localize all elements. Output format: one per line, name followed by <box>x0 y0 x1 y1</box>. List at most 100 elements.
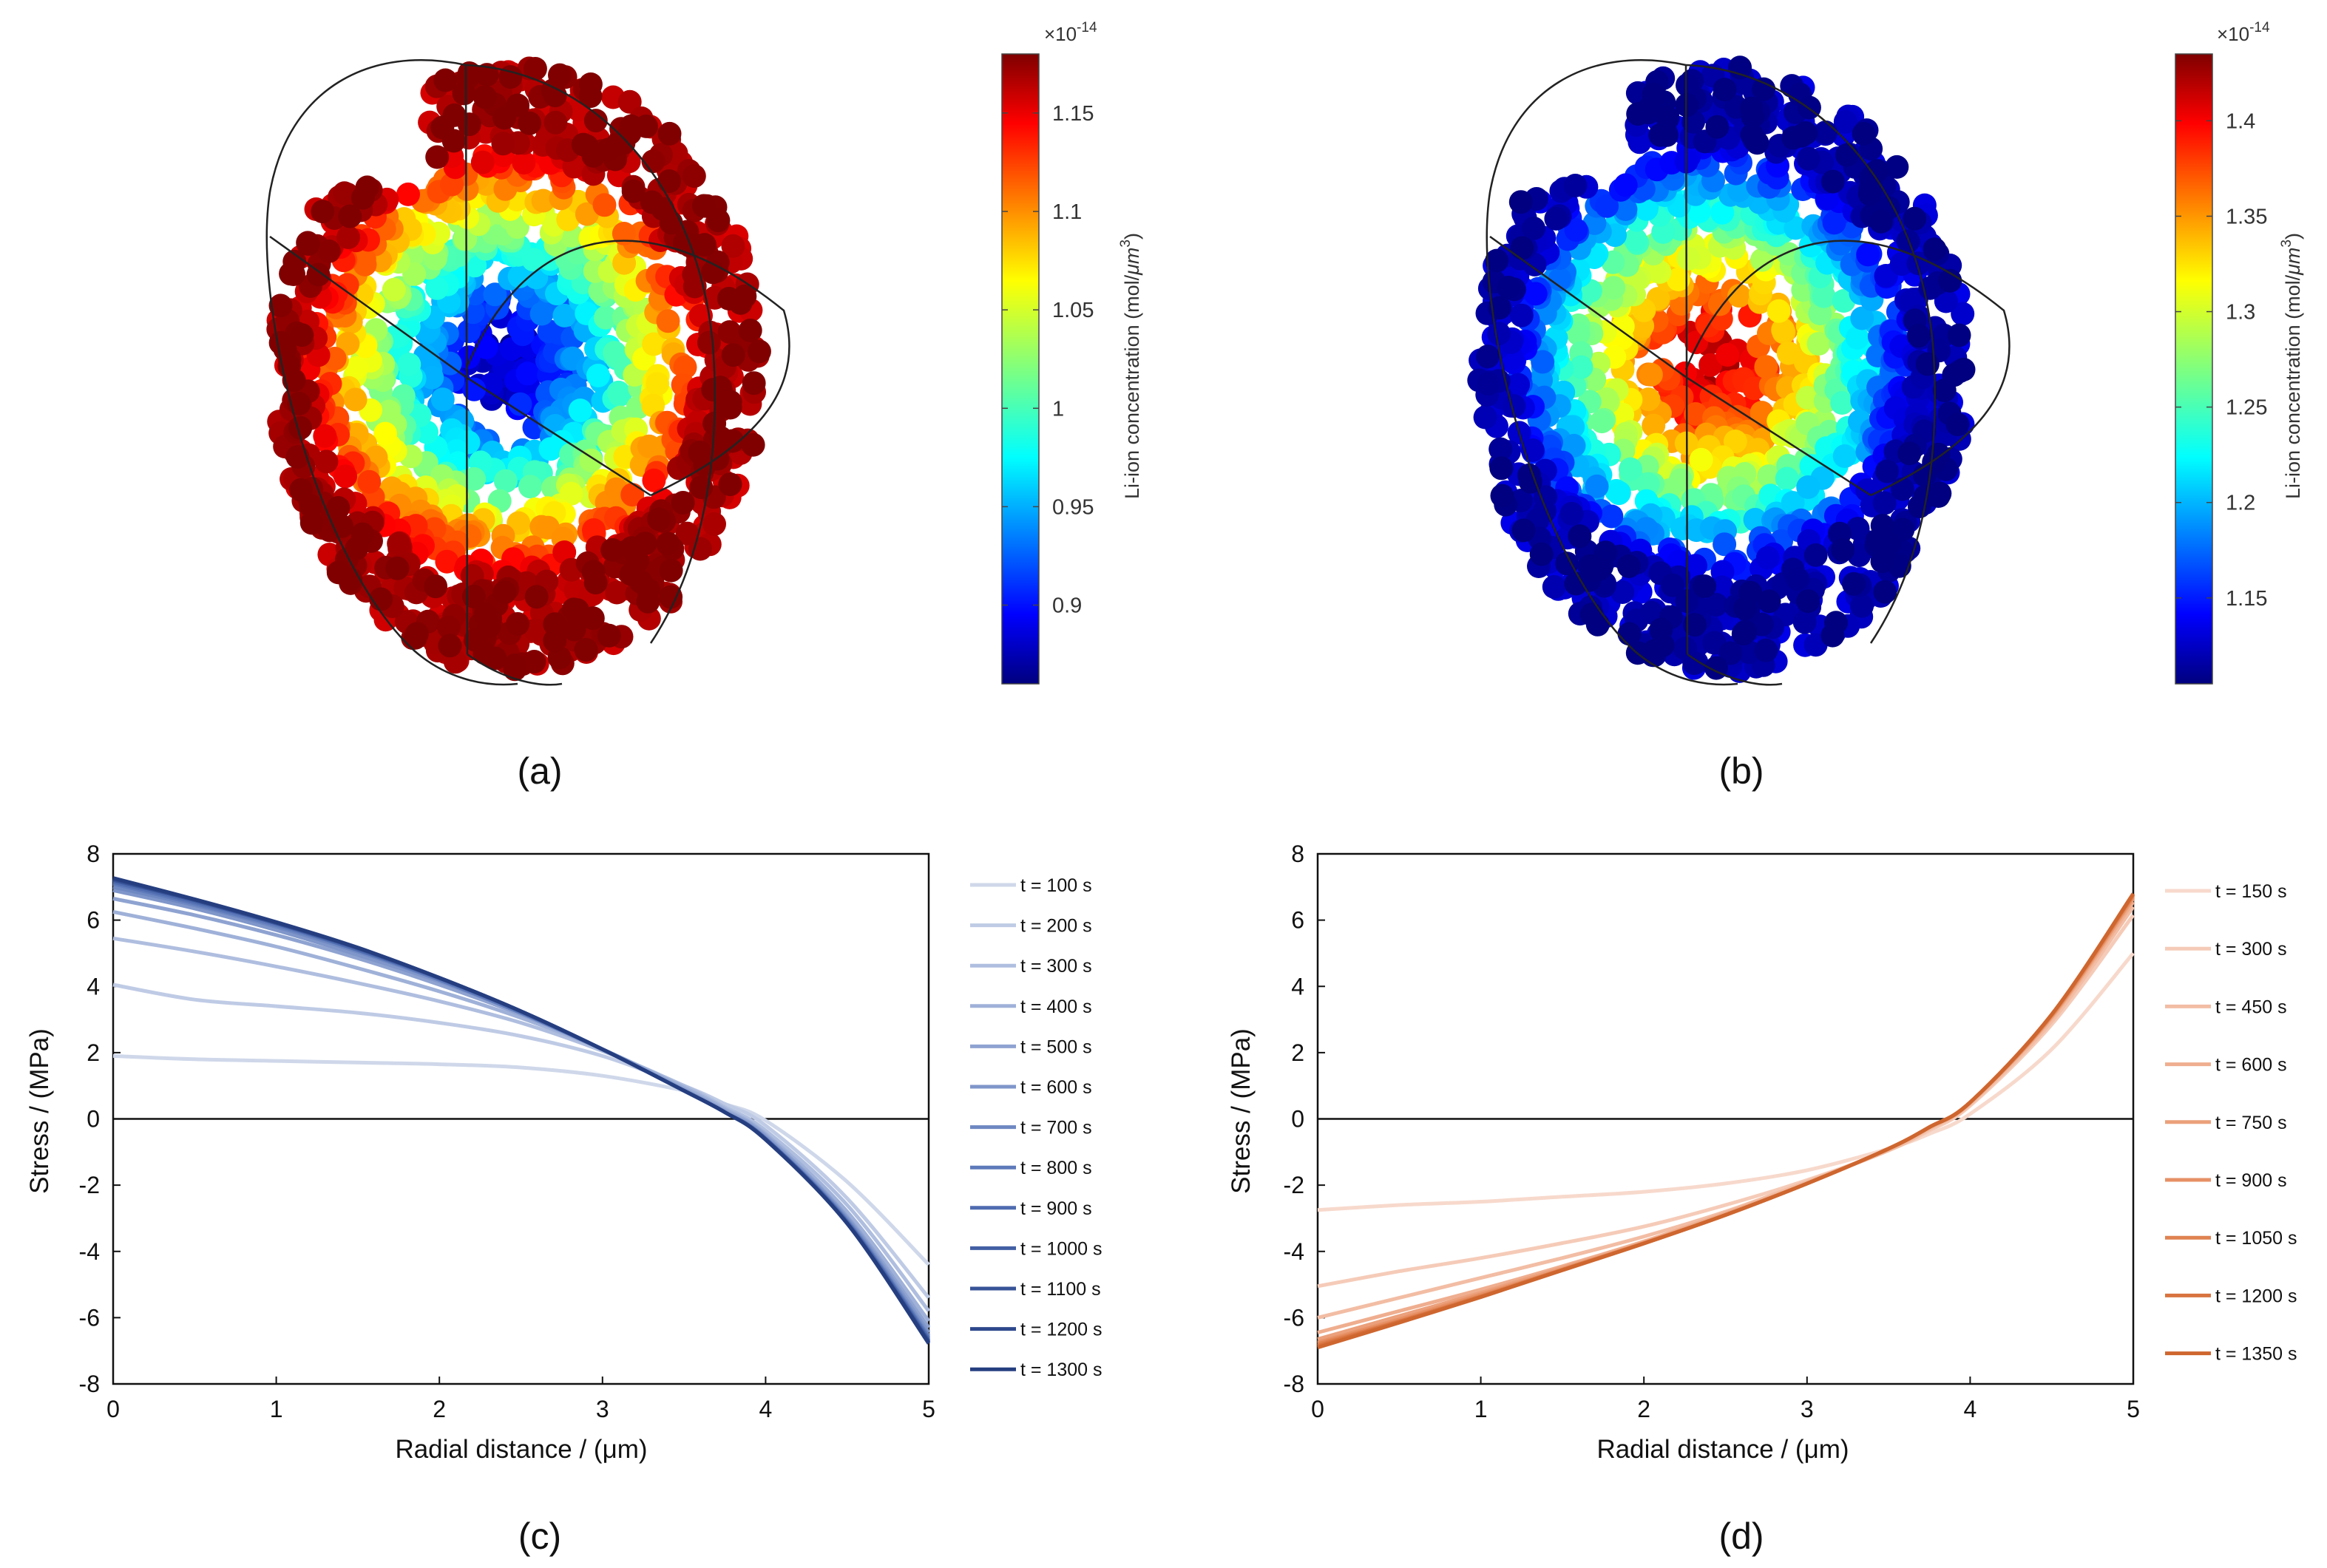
particle <box>1795 386 1820 410</box>
legend-label: t = 300 s <box>1020 956 1092 977</box>
series-line <box>112 881 931 1339</box>
particle <box>518 475 542 499</box>
particle <box>1757 464 1781 489</box>
x-tick-label: 5 <box>2127 1396 2140 1422</box>
particle <box>706 208 731 233</box>
particle-cloud-b <box>1467 55 1976 683</box>
panel-d-line-chart: 0 1 2 3 4 5 8 6 4 2 0 -2 -4 -6 -8 t = 150 s t = 300 s t =… <box>1227 841 2297 1557</box>
x-axis-label-d: Radial distance / (μm) <box>1596 1435 1849 1464</box>
legend-label: t = 700 s <box>1020 1118 1092 1138</box>
x-tick-label: 5 <box>922 1396 935 1422</box>
particle <box>1676 246 1701 271</box>
particle <box>1945 413 1970 437</box>
particle <box>682 262 706 287</box>
particle <box>543 110 568 135</box>
legend-label: t = 1200 s <box>1020 1320 1102 1340</box>
y-tick-label: 0 <box>1291 1106 1304 1133</box>
particle <box>475 63 499 87</box>
particle <box>1683 613 1707 637</box>
particle <box>313 424 337 448</box>
y-tick-label: -4 <box>79 1238 100 1265</box>
particle <box>1648 123 1673 147</box>
particle <box>1812 284 1836 308</box>
colorbar-tick-label: 0.95 <box>1052 495 1094 519</box>
particle <box>1544 206 1568 231</box>
particle <box>1873 580 1897 604</box>
particle <box>338 204 362 228</box>
particle <box>1510 236 1534 260</box>
particle <box>352 247 376 271</box>
particle <box>575 134 599 158</box>
particle <box>1639 362 1663 387</box>
particle <box>1508 190 1533 214</box>
particle <box>692 233 717 257</box>
series-line <box>112 888 931 1334</box>
particle <box>473 602 498 626</box>
colorbar-tick-label: 1.15 <box>2226 587 2267 611</box>
particle <box>522 650 546 673</box>
particle <box>1497 276 1521 299</box>
particle <box>1872 491 1897 515</box>
particle <box>1649 617 1673 642</box>
sphere-wireframe-b <box>1486 59 2011 686</box>
x-tick-label: 3 <box>596 1396 609 1422</box>
particle <box>1585 612 1610 637</box>
particle <box>438 634 462 658</box>
particle <box>1666 268 1690 291</box>
particle <box>506 612 530 636</box>
legend-label: t = 600 s <box>2215 1055 2287 1076</box>
particle <box>1623 228 1647 252</box>
particle <box>1731 622 1755 646</box>
colorbar-label-b: Li-ion concentration (mol/μm3) <box>2279 233 2304 499</box>
particle <box>433 68 458 92</box>
particle <box>1803 543 1828 567</box>
y-tick-label: -2 <box>1284 1172 1304 1198</box>
legend-label: t = 800 s <box>1020 1158 1092 1178</box>
y-tick-label: -4 <box>1284 1238 1304 1265</box>
particle <box>1487 322 1511 346</box>
y-tick-label: 2 <box>87 1039 100 1066</box>
particle <box>505 215 529 240</box>
y-tick-label: 8 <box>87 841 100 867</box>
particle <box>1511 518 1536 543</box>
particle-cloud-a <box>266 56 771 682</box>
series-line <box>1317 906 2135 1320</box>
x-tick-label: 3 <box>1801 1396 1814 1422</box>
particle <box>720 429 745 453</box>
series-line <box>112 1053 930 1266</box>
series-line <box>1317 951 2135 1212</box>
particle <box>1870 549 1894 574</box>
particle <box>682 164 706 189</box>
particle <box>702 512 726 536</box>
particle <box>355 175 379 200</box>
particle <box>1728 55 1752 80</box>
y-axis-label-d: Stress / (MPa) <box>1227 1028 1256 1194</box>
particle <box>1820 623 1845 648</box>
particle <box>531 189 555 213</box>
panel-label-b: (b) <box>1718 750 1764 792</box>
particle <box>1723 430 1747 454</box>
particle <box>1559 501 1584 526</box>
series-line <box>112 877 931 1344</box>
particle <box>523 57 547 81</box>
legend-label: t = 1300 s <box>1020 1360 1102 1380</box>
particle <box>1820 169 1845 194</box>
panel-c-line-chart: 0 1 2 3 4 5 8 6 4 2 0 -2 -4 -6 -8 t = 100 s t = 200 s t =… <box>25 841 1102 1557</box>
series-line <box>112 876 931 1345</box>
particle <box>741 432 765 457</box>
particle <box>1856 242 1880 267</box>
series-line <box>112 936 930 1312</box>
particle <box>1858 177 1883 202</box>
particle <box>1947 323 1971 347</box>
particle <box>1523 282 1548 306</box>
legend-label: t = 750 s <box>2215 1113 2287 1133</box>
y-tick-label: 2 <box>1291 1039 1304 1066</box>
particle <box>543 628 567 653</box>
particle <box>430 387 455 412</box>
plot-area-c: 0 1 2 3 4 5 8 6 4 2 0 -2 -4 -6 -8 t = 100 s t = 200 s t =… <box>79 841 1102 1422</box>
particle <box>594 305 617 330</box>
particle <box>1796 146 1820 171</box>
particle <box>1637 96 1662 121</box>
particle <box>288 415 313 440</box>
legend-label: t = 1350 s <box>2215 1344 2297 1365</box>
